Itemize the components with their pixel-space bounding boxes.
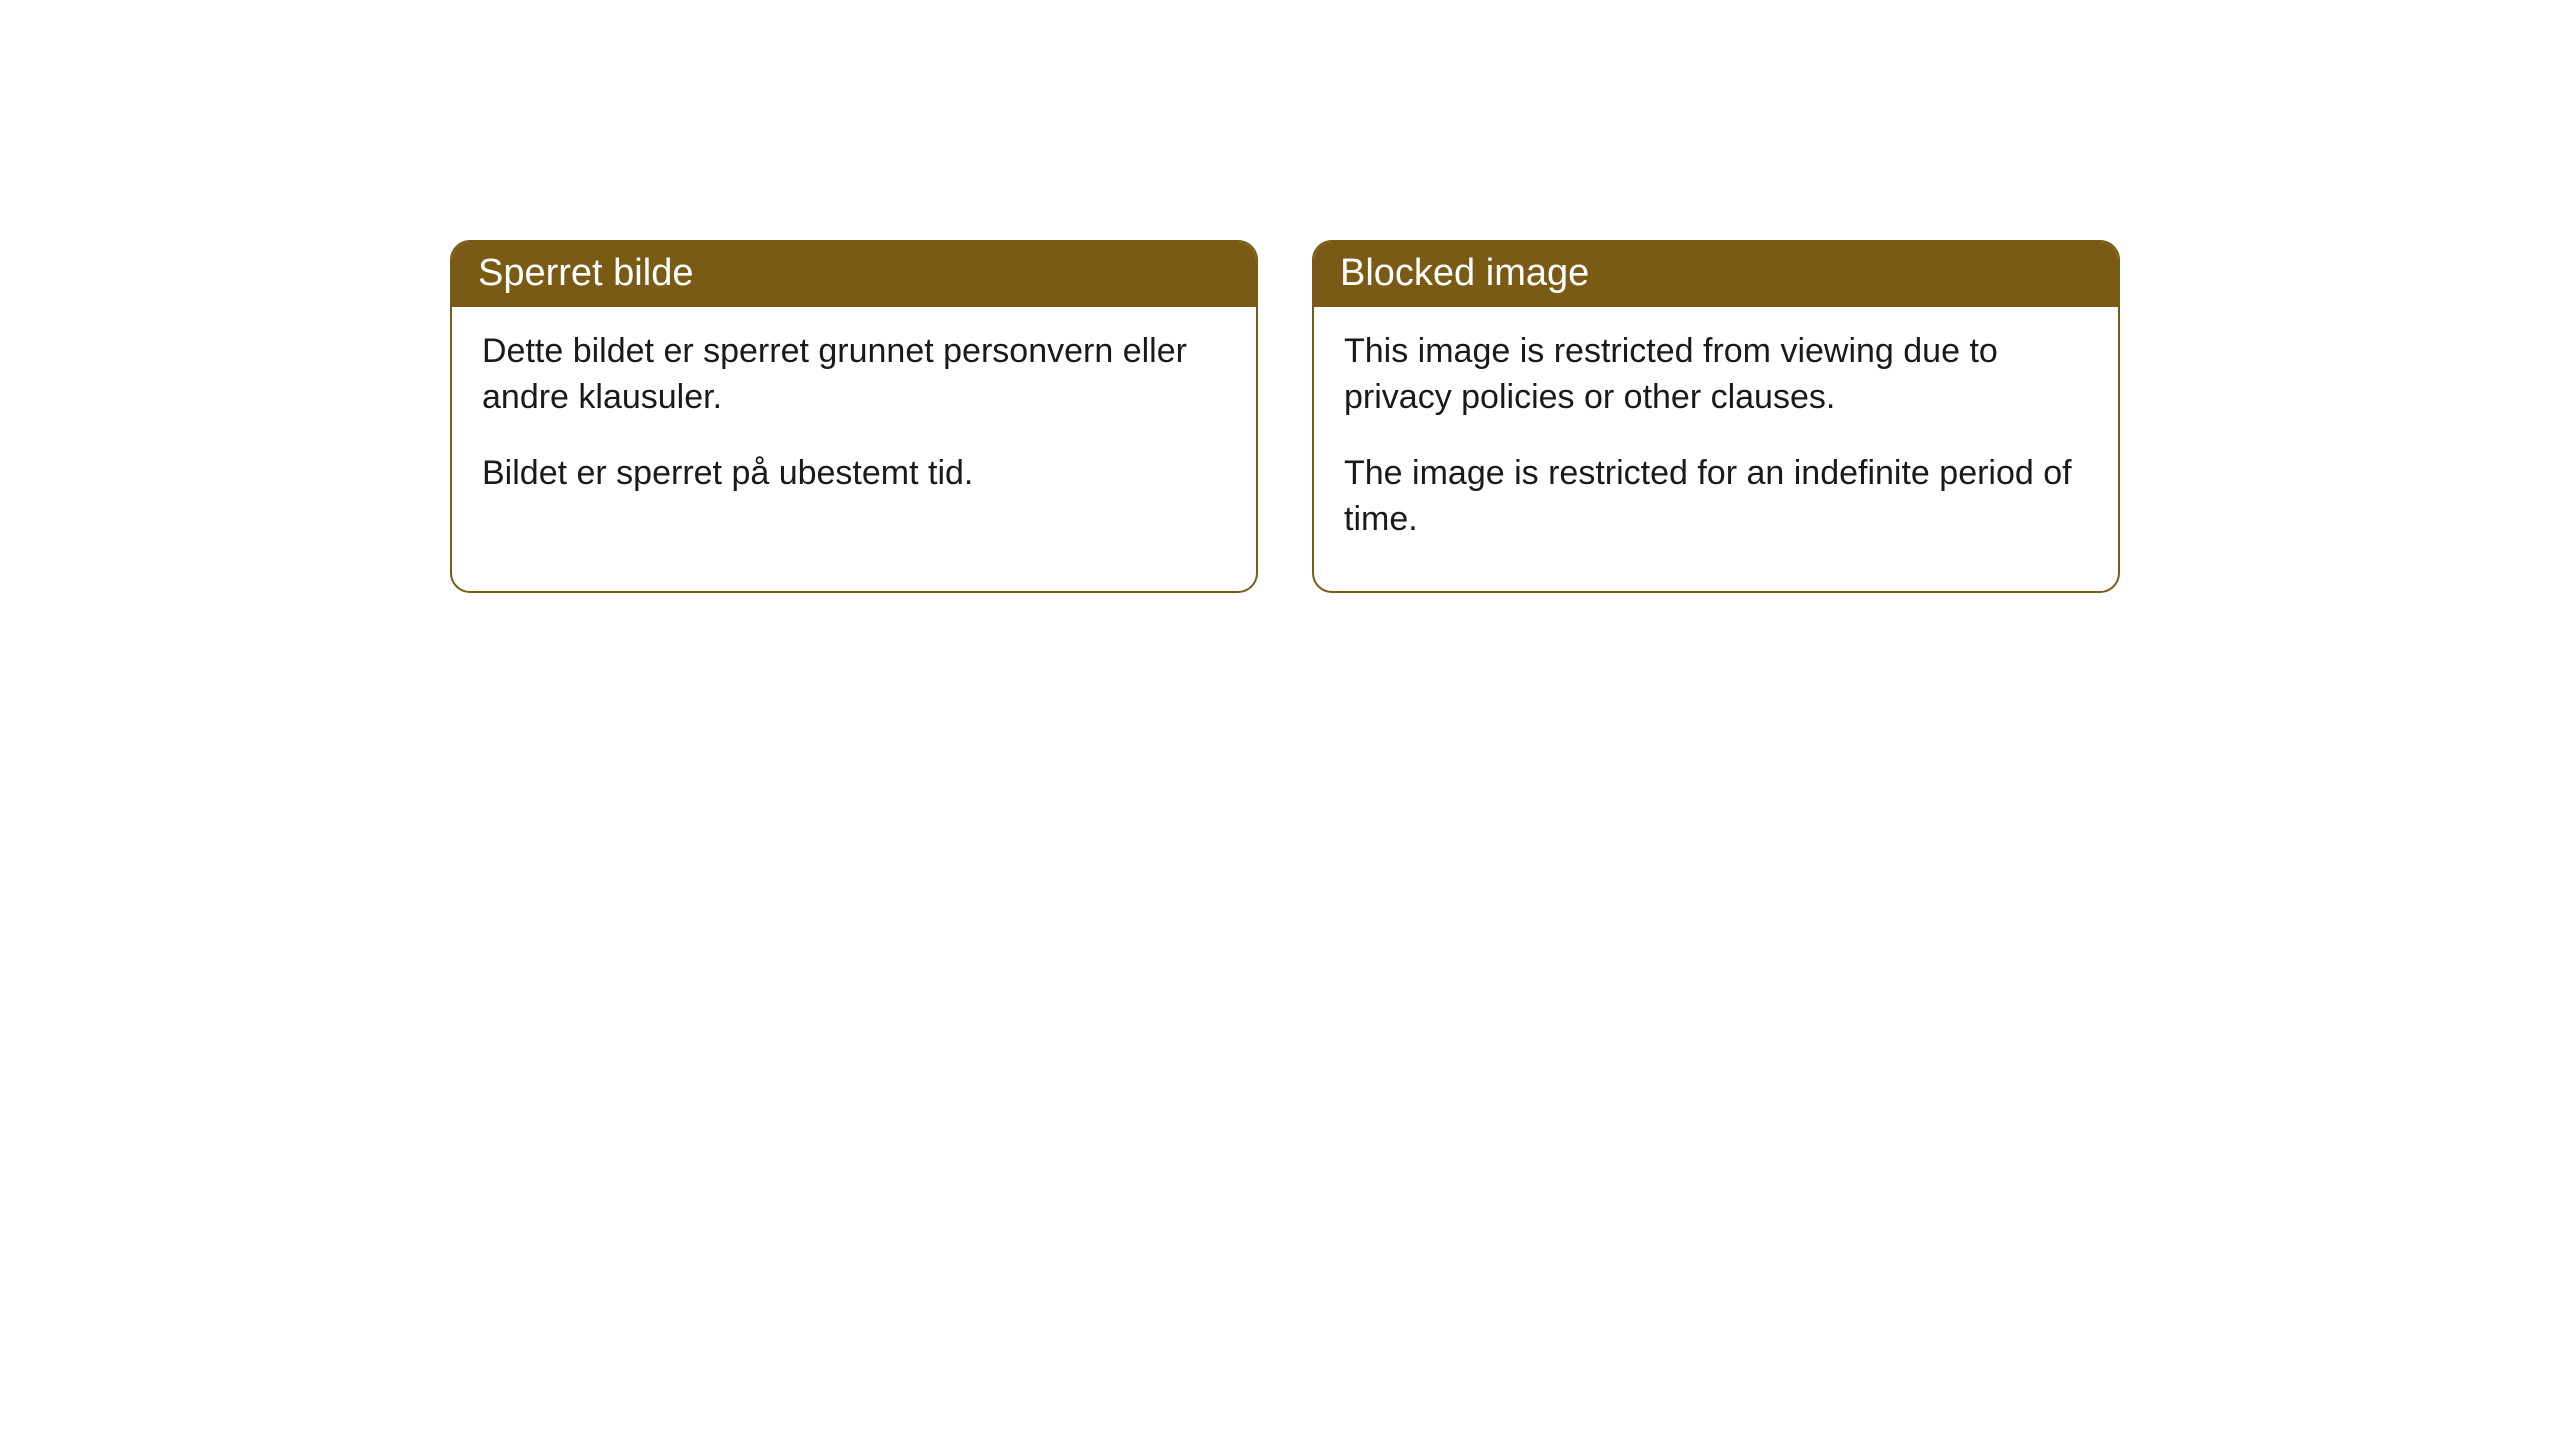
notice-card-norwegian: Sperret bilde Dette bildet er sperret gr… — [450, 240, 1258, 593]
card-body-english: This image is restricted from viewing du… — [1314, 307, 2118, 591]
card-paragraph-2-norwegian: Bildet er sperret på ubestemt tid. — [482, 451, 1226, 497]
card-paragraph-1-norwegian: Dette bildet er sperret grunnet personve… — [482, 329, 1226, 421]
card-paragraph-1-english: This image is restricted from viewing du… — [1344, 329, 2088, 421]
card-paragraph-2-english: The image is restricted for an indefinit… — [1344, 451, 2088, 543]
card-body-norwegian: Dette bildet er sperret grunnet personve… — [452, 307, 1256, 545]
notice-card-english: Blocked image This image is restricted f… — [1312, 240, 2120, 593]
notice-cards-container: Sperret bilde Dette bildet er sperret gr… — [450, 240, 2120, 593]
card-title-norwegian: Sperret bilde — [452, 242, 1256, 307]
card-title-english: Blocked image — [1314, 242, 2118, 307]
